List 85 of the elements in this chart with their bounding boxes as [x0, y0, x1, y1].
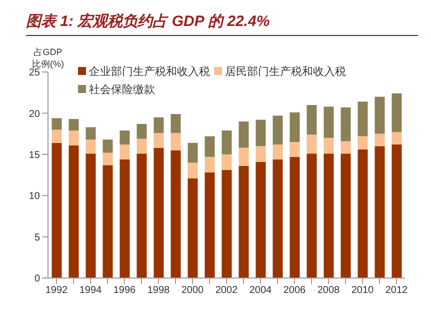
bar [120, 144, 130, 160]
x-tick-label: 1992 [45, 285, 68, 296]
x-tick-label: 2004 [249, 285, 272, 296]
bar [86, 140, 96, 154]
bar [222, 130, 232, 154]
bar [204, 136, 215, 157]
bar [256, 120, 266, 146]
bar [68, 145, 79, 278]
bar [358, 136, 368, 150]
bar [204, 172, 215, 278]
bar [102, 152, 113, 166]
bar [188, 142, 198, 163]
bar [324, 154, 334, 278]
bar [290, 112, 300, 142]
bar [374, 146, 385, 278]
bar [136, 154, 147, 278]
bar [392, 93, 402, 132]
bar [392, 132, 402, 145]
bar [358, 102, 368, 136]
bar [102, 165, 113, 278]
bar [306, 104, 317, 135]
bar [340, 141, 351, 154]
bar [170, 114, 181, 133]
bar [222, 170, 232, 278]
x-tick-label: 2002 [215, 285, 238, 296]
y-tick-label: 25 [28, 68, 40, 79]
bar [306, 154, 317, 278]
bar [256, 162, 266, 278]
bar [52, 118, 62, 130]
bar [324, 106, 334, 138]
y-tick-label: 0 [34, 274, 40, 285]
bar [120, 159, 130, 278]
x-tick-label: 2012 [385, 285, 408, 296]
bar [120, 130, 130, 145]
x-tick-label: 2010 [351, 285, 374, 296]
bar [52, 142, 62, 278]
bar [290, 142, 300, 157]
bar [204, 156, 215, 173]
bar [154, 148, 164, 278]
bar [136, 124, 147, 139]
bar [272, 116, 283, 145]
bar [238, 121, 249, 148]
bar [358, 149, 368, 278]
x-tick-label: 2006 [283, 285, 306, 296]
y-tick-label: 10 [28, 191, 40, 202]
y-tick-label: 5 [34, 232, 40, 244]
bar [102, 140, 113, 153]
y-axis-title: 占GDP 比例(%) [32, 46, 64, 69]
bar [170, 150, 181, 278]
bar [154, 132, 164, 148]
bar [188, 178, 198, 278]
x-tick-label: 2000 [181, 285, 204, 296]
bar [272, 159, 283, 278]
bar [340, 107, 351, 142]
bar [170, 132, 181, 150]
bar [86, 154, 96, 278]
x-tick-label: 1994 [79, 285, 102, 296]
bar [256, 146, 266, 162]
bar [136, 138, 147, 154]
x-tick-label: 2008 [317, 285, 340, 296]
bar [238, 148, 249, 166]
chart-title: 图表 1: 宏观税负约占 GDP 的 22.4% [26, 12, 418, 36]
legend-label: 居民部门生产税和收入税 [225, 64, 346, 78]
bar [290, 156, 300, 278]
bar [68, 130, 79, 146]
bar [52, 130, 62, 143]
bar [188, 162, 198, 178]
legend-label: 企业部门生产税和收入税 [89, 64, 210, 78]
bar [154, 117, 164, 133]
y-tick-label: 20 [28, 108, 40, 120]
bar [272, 144, 283, 160]
bar [374, 96, 385, 134]
bar [86, 127, 96, 140]
bar [340, 154, 351, 278]
y-tick-label: 15 [28, 150, 40, 161]
x-tick-label: 1996 [113, 285, 136, 296]
bar [306, 134, 317, 154]
bar [238, 166, 249, 278]
bar [68, 118, 79, 131]
bar [324, 138, 334, 154]
bar [392, 144, 402, 278]
legend-label: 社会保险缴款 [89, 82, 155, 96]
bar [222, 154, 232, 170]
x-tick-label: 1998 [147, 285, 170, 296]
bar [374, 134, 385, 146]
